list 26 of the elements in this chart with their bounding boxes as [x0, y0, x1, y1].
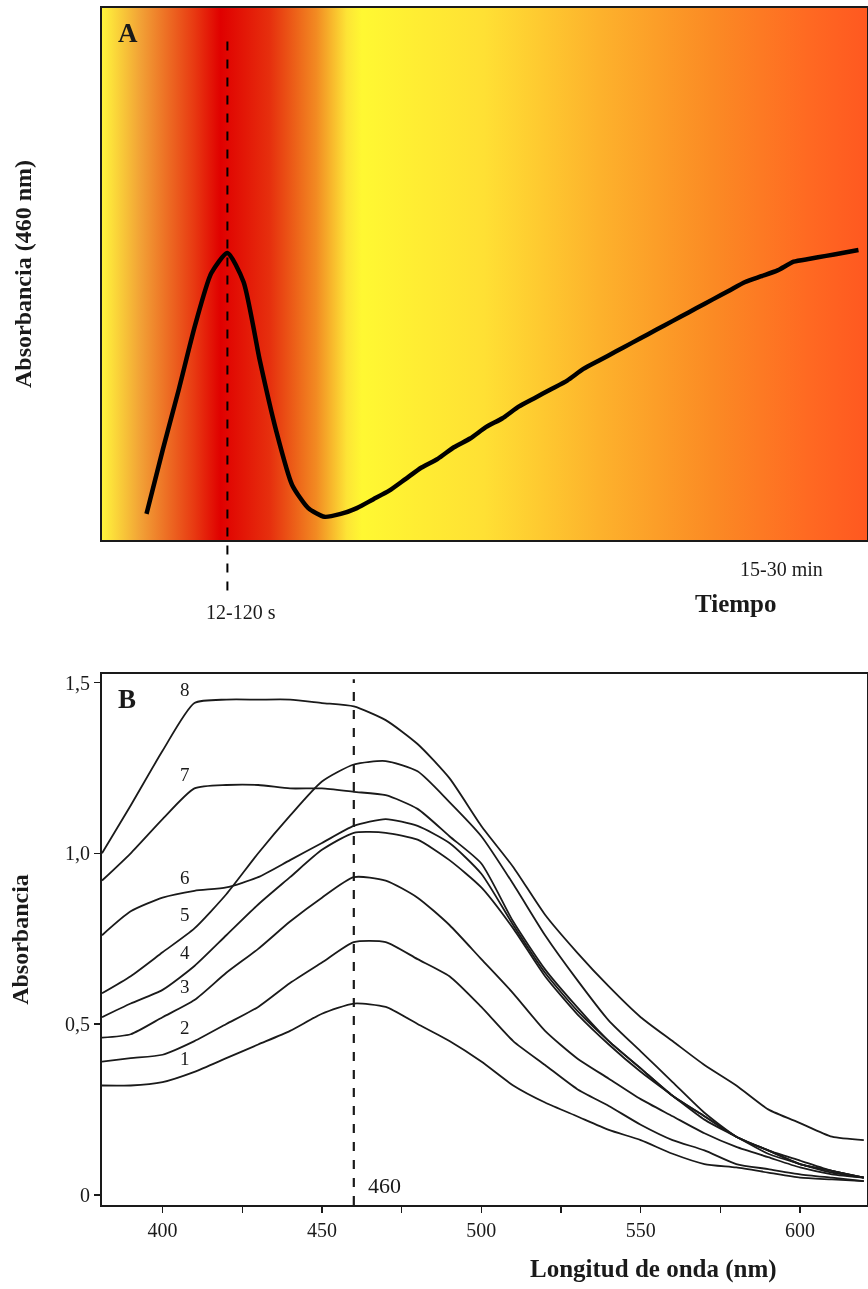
- y-tick-label: 0,5: [65, 1013, 90, 1036]
- y-tick-label: 1,0: [65, 842, 90, 865]
- x-tick-label: 450: [306, 1219, 337, 1241]
- x-tick-label: 550: [625, 1219, 656, 1241]
- chart-title: B: [118, 684, 137, 714]
- x-tick-label: 500: [466, 1219, 497, 1241]
- ref-line-label: 460: [368, 1173, 401, 1198]
- y-axis-title: Absorbancia: [6, 874, 33, 1005]
- text: 12-120 s: [206, 601, 276, 623]
- y-tick-label: 1,5: [65, 671, 90, 694]
- chart-title: A: [118, 18, 138, 48]
- x-axis-title: Longitud de onda (nm): [530, 1255, 777, 1283]
- series-label: 5: [180, 904, 190, 925]
- y-axis-title: Absorbancia (460 nm): [9, 159, 36, 389]
- x-tick-label: 400: [147, 1219, 178, 1241]
- series-label: 6: [180, 867, 190, 888]
- series-label: 8: [180, 679, 190, 700]
- y-tick-label: 0: [80, 1183, 90, 1206]
- text: 15-30 min: [740, 558, 823, 580]
- x-tick-label: 600: [785, 1219, 816, 1241]
- x-axis-title: Tiempo: [695, 590, 777, 617]
- series-label: 7: [180, 764, 190, 785]
- series-label: 1: [180, 1048, 190, 1069]
- series-label: 4: [180, 942, 190, 963]
- series-label: 3: [180, 976, 190, 997]
- series-label: 2: [180, 1017, 190, 1038]
